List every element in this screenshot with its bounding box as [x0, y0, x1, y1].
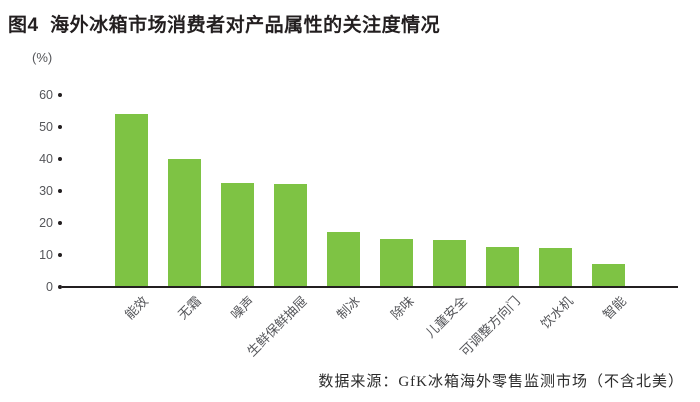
bar	[592, 264, 626, 287]
bar	[167, 158, 201, 287]
y-tick-marker	[58, 252, 62, 257]
bar	[486, 246, 520, 287]
y-tick-marker	[58, 284, 62, 289]
bar	[380, 238, 413, 287]
y-tick-label: 10	[39, 247, 53, 262]
y-tick-marker	[58, 188, 62, 193]
bar	[433, 240, 467, 287]
y-tick-label: 60	[39, 87, 53, 102]
y-tick-marker	[58, 92, 62, 97]
bar	[114, 113, 148, 287]
y-tick-marker	[58, 156, 62, 161]
x-category-label: 能效	[121, 293, 151, 323]
y-tick-label: 20	[39, 215, 53, 230]
y-tick-label: 40	[39, 151, 53, 166]
y-tick-label: 30	[39, 183, 53, 198]
data-source-note: 数据来源：GfK冰箱海外零售监测市场（不含北美）	[318, 374, 684, 390]
bar	[326, 232, 360, 287]
y-tick-label: 50	[39, 119, 53, 134]
bar	[220, 182, 254, 287]
bar	[273, 184, 307, 287]
chart-title: 图4 海外冰箱市场消费者对产品属性的关注度情况	[8, 15, 441, 36]
y-tick-label: 0	[46, 279, 53, 294]
y-axis-unit-label: (%)	[32, 50, 53, 65]
y-tick-marker	[58, 124, 62, 129]
y-tick-marker	[58, 220, 62, 225]
bar	[539, 248, 573, 287]
x-axis-line	[62, 285, 678, 288]
